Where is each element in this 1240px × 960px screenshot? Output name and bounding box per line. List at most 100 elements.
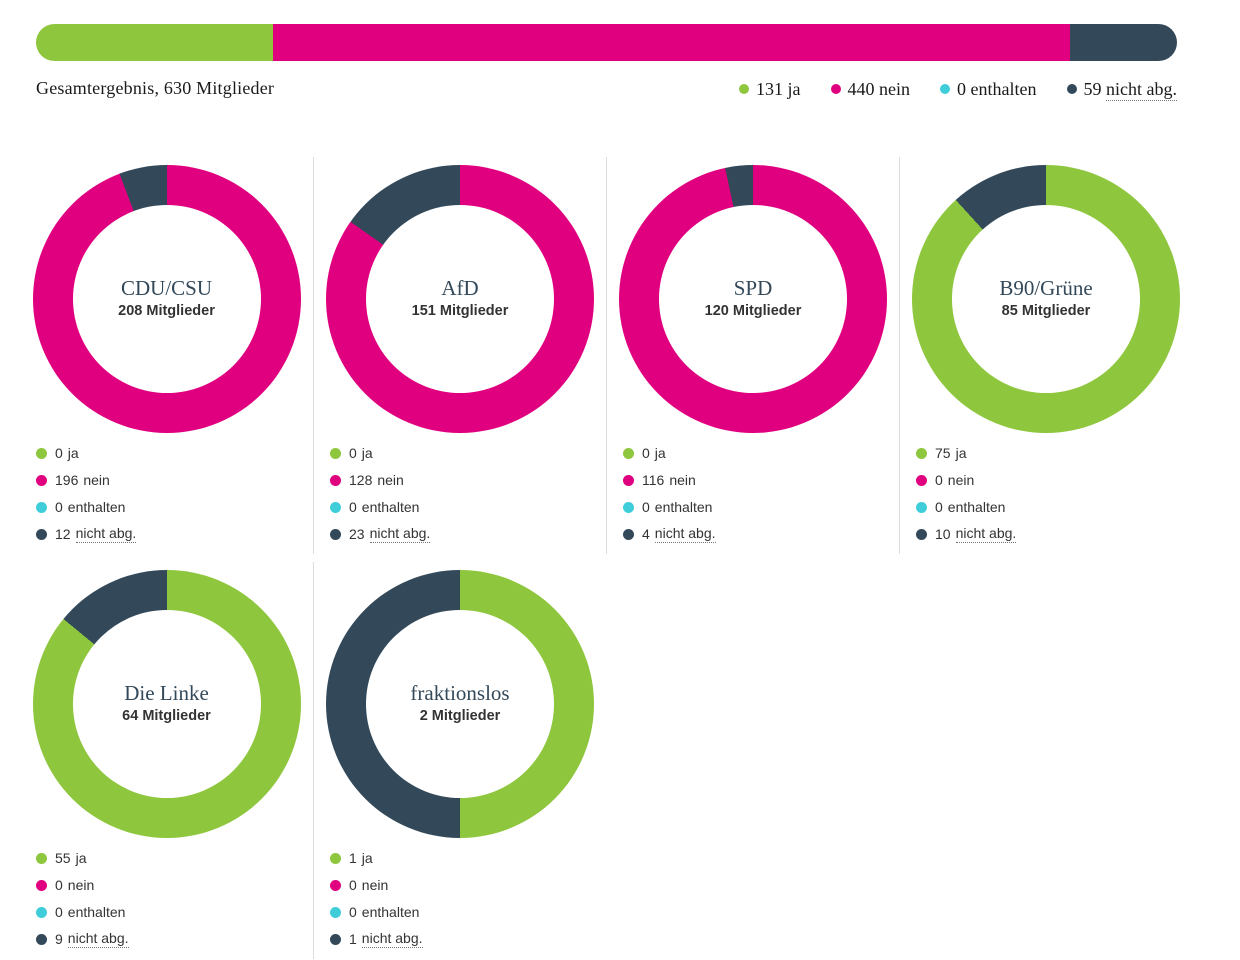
legend-item-nein: 0 nein <box>916 467 1192 494</box>
party-member-count: 2 Mitglieder <box>419 707 501 724</box>
party-name: fraktionslos <box>410 681 510 706</box>
legend-item-nein: 128 nein <box>330 467 606 494</box>
legend-item-ja: 131 ja <box>739 79 801 100</box>
nicht-abg-dot-icon <box>916 528 927 540</box>
legend-item-nein: 440 nein <box>830 79 911 100</box>
nicht-abg-abbreviation[interactable]: nicht abg. <box>654 525 716 543</box>
nicht-abg-dot-icon <box>1066 84 1077 94</box>
bar-segment-nein[interactable] <box>273 24 1071 61</box>
nicht-abg-dot-icon <box>330 528 341 540</box>
legend-label: ja <box>654 445 666 461</box>
legend-label: nein <box>361 877 389 893</box>
party-legend: 1 ja 0 nein 0 enthalten 1 nicht abg. <box>314 845 606 953</box>
legend-label: nein <box>879 78 911 99</box>
enthalten-dot-icon <box>36 501 47 513</box>
legend-label: nein <box>377 472 404 488</box>
legend-label: ja <box>75 850 87 866</box>
legend-item-ja: 0 ja <box>623 440 899 467</box>
ja-dot-icon <box>330 852 341 864</box>
party-name: Die Linke <box>124 681 209 706</box>
legend-label: nein <box>669 472 696 488</box>
nicht-abg-abbreviation[interactable]: nicht abg. <box>369 525 431 543</box>
nicht-abg-abbreviation[interactable]: nicht abg. <box>955 525 1017 543</box>
donut-chart-b90gruene[interactable]: B90/Grüne 85 Mitglieder <box>912 164 1180 433</box>
donut-hole: AfD 151 Mitglieder <box>366 204 554 393</box>
legend-text-nicht-abg: 59 nicht abg. <box>1084 78 1177 101</box>
nein-dot-icon <box>330 474 341 486</box>
legend-item-nein: 196 nein <box>36 467 313 494</box>
legend-count: 131 <box>756 78 784 99</box>
enthalten-dot-icon <box>330 501 341 513</box>
legend-item-enthalten: 0 enthalten <box>330 494 606 521</box>
legend-item-nicht-abg: 4 nicht abg. <box>623 521 899 548</box>
legend-item-enthalten: 0 enthalten <box>36 494 313 521</box>
legend-text-enthalten: 0 enthalten <box>957 79 1036 100</box>
nein-dot-icon <box>36 474 47 486</box>
legend-count: 0 <box>642 445 650 461</box>
nicht-abg-dot-icon <box>36 528 47 540</box>
nicht-abg-abbreviation[interactable]: nicht abg. <box>67 930 129 948</box>
enthalten-dot-icon <box>36 906 47 918</box>
legend-count: 0 <box>935 499 943 515</box>
legend-label: nein <box>83 472 110 488</box>
legend-count: 0 <box>349 877 357 893</box>
donut-chart-cducsu[interactable]: CDU/CSU 208 Mitglieder <box>32 164 301 433</box>
legend-count: 0 <box>55 445 63 461</box>
overall-result-bar[interactable] <box>36 24 1177 61</box>
legend-count: 10 <box>935 526 951 542</box>
donut-chart-spd[interactable]: SPD 120 Mitglieder <box>619 164 887 433</box>
nein-dot-icon <box>36 879 47 891</box>
party-name: AfD <box>441 276 479 301</box>
legend-label: nein <box>67 877 95 893</box>
nicht-abg-abbreviation[interactable]: nicht abg. <box>361 930 423 948</box>
legend-item-enthalten: 0 enthalten <box>916 494 1192 521</box>
nicht-abg-dot-icon <box>36 933 47 945</box>
legend-label: nein <box>947 472 975 488</box>
legend-text-nein: 440 nein <box>848 79 911 100</box>
nein-dot-icon <box>830 84 841 94</box>
bar-segment-ja[interactable] <box>36 24 274 61</box>
legend-count: 0 <box>642 499 650 515</box>
nicht-abg-dot-icon <box>330 933 341 945</box>
legend-label: ja <box>787 78 801 99</box>
page-title: Gesamtergebnis, 630 Mitglieder <box>36 78 275 98</box>
legend-count: 440 <box>847 78 875 99</box>
donut-hole: B90/Grüne 85 Mitglieder <box>952 204 1140 393</box>
legend-count: 0 <box>55 904 63 920</box>
legend-count: 128 <box>349 472 373 488</box>
legend-label: ja <box>361 850 373 866</box>
nicht-abg-abbreviation[interactable]: nicht abg. <box>1106 78 1177 101</box>
legend-item-nicht-abg: 9 nicht abg. <box>36 926 313 953</box>
legend-count: 12 <box>55 526 71 542</box>
donut-chart-dielinke[interactable]: Die Linke 64 Mitglieder <box>32 569 301 838</box>
legend-count: 75 <box>935 445 951 461</box>
legend-item-nicht-abg: 1 nicht abg. <box>330 926 606 953</box>
party-cell-cducsu: CDU/CSU 208 Mitglieder 0 ja 196 nein 0 e… <box>20 157 313 554</box>
donut-hole: SPD 120 Mitglieder <box>659 204 847 393</box>
party-legend: 0 ja 116 nein 0 enthalten 4 nicht abg. <box>607 440 899 548</box>
party-charts-grid: CDU/CSU 208 Mitglieder 0 ja 196 nein 0 e… <box>20 156 1192 959</box>
legend-count: 1 <box>349 931 357 947</box>
nicht-abg-abbreviation[interactable]: nicht abg. <box>75 525 137 543</box>
ja-dot-icon <box>623 447 634 459</box>
party-legend: 0 ja 128 nein 0 enthalten 23 nicht abg. <box>314 440 606 548</box>
legend-item-nein: 0 nein <box>330 872 606 899</box>
legend-item-ja: 0 ja <box>36 440 313 467</box>
legend-count: 55 <box>55 850 71 866</box>
party-member-count: 64 Mitglieder <box>122 707 211 724</box>
donut-chart-fraktionslos[interactable]: fraktionslos 2 Mitglieder <box>326 569 594 838</box>
legend-item-ja: 1 ja <box>330 845 606 872</box>
legend-count: 0 <box>55 499 63 515</box>
bar-segment-nicht_abg[interactable] <box>1070 24 1177 61</box>
ja-dot-icon <box>36 852 47 864</box>
donut-hole: Die Linke 64 Mitglieder <box>72 609 261 798</box>
legend-label: ja <box>361 445 373 461</box>
party-name: SPD <box>733 276 773 301</box>
legend-label: ja <box>67 445 79 461</box>
party-member-count: 120 Mitglieder <box>704 302 802 319</box>
header-row: Gesamtergebnis, 630 Mitglieder 131 ja 44… <box>36 61 1177 101</box>
donut-chart-afd[interactable]: AfD 151 Mitglieder <box>326 164 594 433</box>
legend-item-ja: 55 ja <box>36 845 313 872</box>
party-cell-dielinke: Die Linke 64 Mitglieder 55 ja 0 nein 0 e… <box>20 562 313 959</box>
